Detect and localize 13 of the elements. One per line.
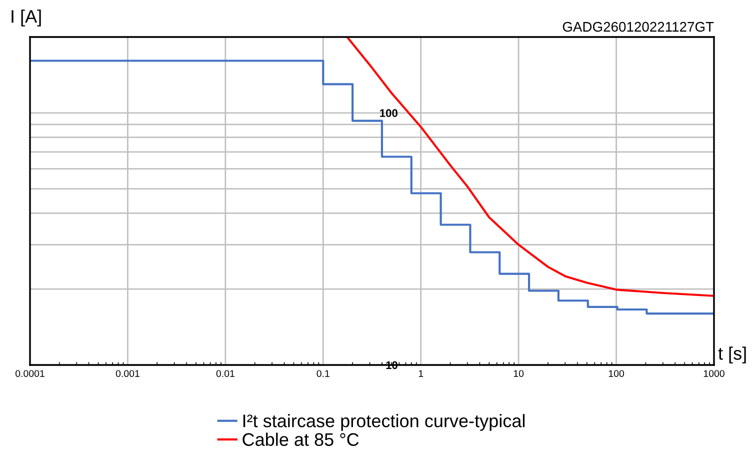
x-tick-label: 0.01 [216,370,234,377]
x-tick-label: 0.1 [316,370,330,377]
x-axis-title: t [s] [718,346,746,364]
x-tick-label: 0.001 [116,370,140,377]
x-tick-label: 100 [608,370,624,377]
x-tick-label: 10 [514,370,524,377]
x-tick-label: 0.0001 [16,370,44,377]
x-tick-label: 1000 [704,370,724,377]
text: GADG260120221127GT [562,22,714,32]
legend-label: Cable at 85 °C [242,432,359,446]
x-tick-label: 1 [418,370,424,377]
y-axis-title: I [A] [12,10,41,26]
legend-label: I²t staircase protection curve-typical [243,414,525,431]
